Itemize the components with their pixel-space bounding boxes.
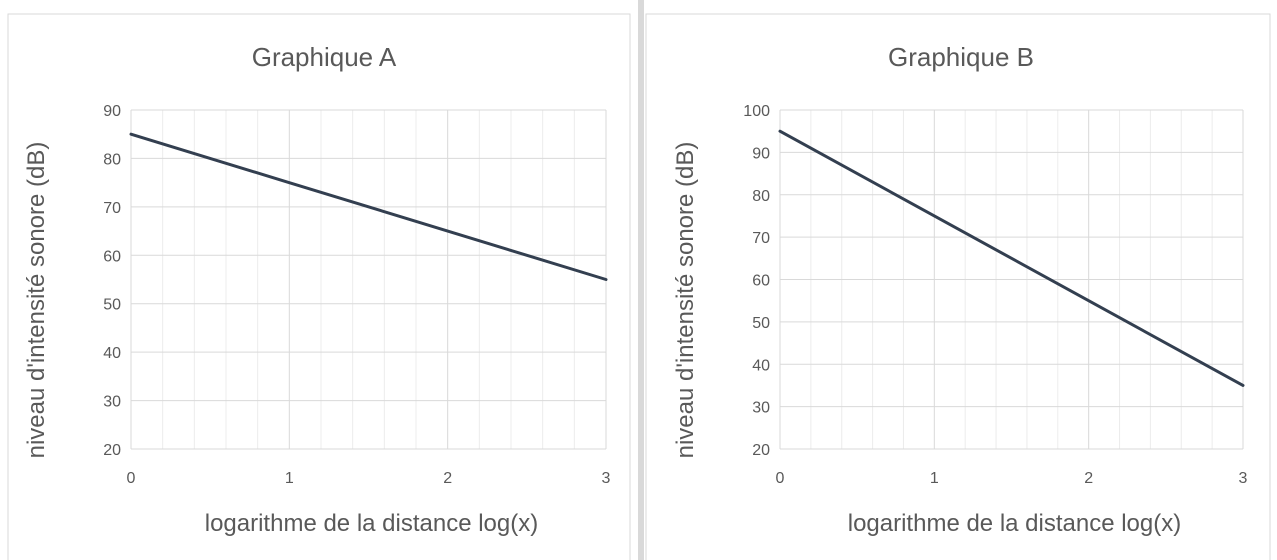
y-axis-title: niveau d'intensité sonore (dB) <box>23 142 50 459</box>
y-tick-label: 40 <box>103 345 121 362</box>
series-line <box>129 132 608 281</box>
x-tick-label: 3 <box>602 470 611 487</box>
chart-frame <box>645 13 1271 560</box>
chart-title: Graphique A <box>252 42 397 72</box>
y-tick-label: 90 <box>752 145 770 162</box>
y-tick-label: 60 <box>103 248 121 265</box>
y-tick-label: 70 <box>103 200 121 217</box>
chart-a: 20 30 40 50 60 70 80 90 0 1 2 3 Graphique A logarithm… <box>7 13 631 560</box>
panel-divider <box>638 0 644 560</box>
y-axis-title: niveau d'intensité sonore (dB) <box>672 142 699 459</box>
y-tick-label: 40 <box>752 357 770 374</box>
y-tick-label: 50 <box>752 315 770 332</box>
y-tick-label: 50 <box>103 297 121 314</box>
chart-b: 20 30 40 50 60 70 80 90 100 0 1 2 3 Graphique B logari… <box>645 13 1271 560</box>
x-tick-label: 1 <box>930 470 939 487</box>
x-tick-label: 3 <box>1239 470 1248 487</box>
y-tick-label: 60 <box>752 273 770 290</box>
chart-frame <box>7 13 631 560</box>
x-tick-label: 0 <box>127 470 136 487</box>
series-line <box>778 129 1245 387</box>
y-tick-label: 90 <box>103 103 121 120</box>
y-tick-label: 20 <box>103 442 121 459</box>
y-tick-label: 30 <box>103 394 121 411</box>
y-tick-label: 80 <box>103 151 121 168</box>
y-tick-label: 30 <box>752 400 770 417</box>
gridlines <box>130 109 607 450</box>
y-tick-label: 70 <box>752 230 770 247</box>
y-tick-label: 100 <box>743 103 770 120</box>
x-axis-title: logarithme de la distance log(x) <box>848 510 1182 537</box>
x-tick-label: 2 <box>443 470 452 487</box>
x-tick-label: 0 <box>776 470 785 487</box>
x-tick-label: 1 <box>285 470 294 487</box>
y-tick-label: 80 <box>752 188 770 205</box>
x-tick-label: 2 <box>1084 470 1093 487</box>
x-axis-title: logarithme de la distance log(x) <box>205 510 539 537</box>
chart-title: Graphique B <box>888 42 1034 72</box>
y-tick-label: 20 <box>752 442 770 459</box>
